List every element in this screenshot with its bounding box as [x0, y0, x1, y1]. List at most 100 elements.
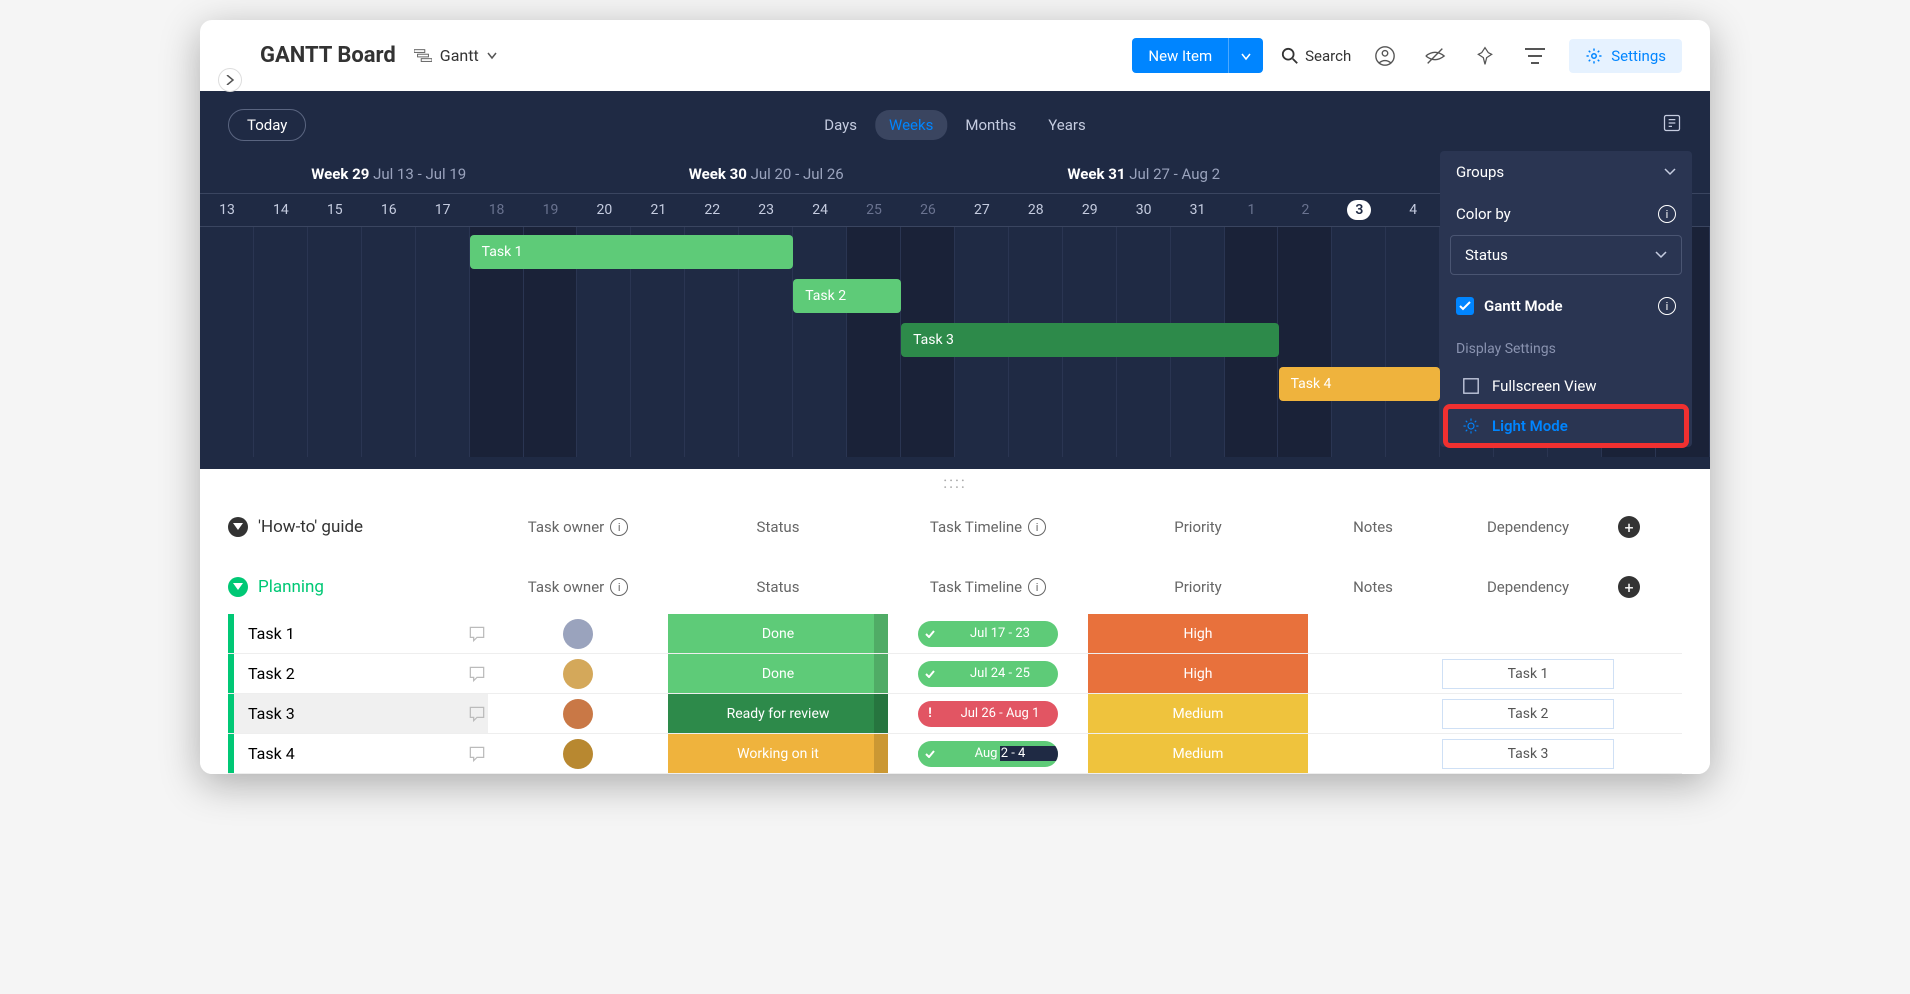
col-owner: Task owneri	[488, 518, 668, 536]
gantt-mode-checkbox[interactable]	[1456, 297, 1474, 315]
status-cell[interactable]: Done	[668, 614, 888, 653]
table-row[interactable]: Task 3 Ready for review !Jul 26 - Aug 1 Med…	[228, 694, 1682, 734]
scale-tab-months[interactable]: Months	[951, 110, 1030, 140]
owner-cell[interactable]	[488, 659, 668, 689]
task-name: Task 3	[248, 704, 295, 723]
day-cell: 14	[254, 202, 308, 218]
day-cell: 30	[1117, 202, 1171, 218]
fullscreen-button[interactable]: Fullscreen View	[1446, 367, 1686, 405]
color-by-label: Color by	[1456, 205, 1511, 223]
settings-button[interactable]: Settings	[1569, 39, 1682, 73]
task-name-cell[interactable]: Task 3	[228, 694, 488, 733]
priority-cell[interactable]: Medium	[1088, 694, 1308, 733]
task-name-cell[interactable]: Task 4	[228, 734, 488, 773]
groups-row[interactable]: Groups	[1440, 151, 1692, 193]
section-planning-toggle[interactable]: Planning	[228, 577, 488, 597]
status-cell[interactable]: Done	[668, 654, 888, 693]
resize-handle[interactable]: ::::	[200, 469, 1710, 496]
top-header: GANTT Board Gantt New Item Search	[200, 20, 1710, 91]
info-icon[interactable]: i	[1658, 205, 1676, 223]
gantt-area: Today DaysWeeksMonthsYears Week 29 Jul 1…	[200, 91, 1710, 469]
info-icon[interactable]: i	[610, 518, 628, 536]
comment-icon[interactable]	[466, 704, 488, 724]
comment-icon[interactable]	[466, 624, 488, 644]
view-selector[interactable]: Gantt	[414, 46, 497, 65]
comment-icon[interactable]	[466, 744, 488, 764]
new-item-label[interactable]: New Item	[1132, 39, 1228, 73]
section-howto-header: 'How-to' guide Task owneri Status Task T…	[228, 506, 1682, 548]
timeline-pill: Aug 2 - 4	[918, 741, 1058, 767]
gantt-mode-row[interactable]: Gantt Mode i	[1440, 285, 1692, 327]
light-mode-label: Light Mode	[1492, 417, 1568, 435]
timeline-cell[interactable]: !Jul 26 - Aug 1	[888, 701, 1088, 727]
hide-icon[interactable]	[1419, 40, 1451, 72]
gantt-bar[interactable]: Task 2	[793, 279, 901, 313]
gantt-bar[interactable]: Task 4	[1279, 367, 1441, 401]
col-dependency: Dependency	[1438, 518, 1618, 536]
new-item-dropdown[interactable]	[1228, 38, 1263, 73]
gantt-icon	[414, 49, 432, 63]
info-icon[interactable]: i	[1028, 518, 1046, 536]
timeline-pill: !Jul 26 - Aug 1	[918, 701, 1058, 727]
gantt-bar[interactable]: Task 3	[901, 323, 1279, 357]
search-label: Search	[1305, 47, 1351, 65]
priority-cell[interactable]: High	[1088, 654, 1308, 693]
day-cell: 31	[1171, 202, 1225, 218]
owner-cell[interactable]	[488, 619, 668, 649]
board-title: GANTT Board	[260, 43, 396, 68]
table-area: 'How-to' guide Task owneri Status Task T…	[200, 496, 1710, 774]
timeline-cell[interactable]: Jul 24 - 25	[888, 661, 1088, 687]
pin-icon[interactable]	[1469, 40, 1501, 72]
col-priority: Priority	[1088, 518, 1308, 536]
table-row[interactable]: Task 4 Working on it Aug 2 - 4 Medium Task 3	[228, 734, 1682, 774]
day-cell: 1	[1225, 202, 1279, 218]
info-icon[interactable]: i	[1658, 297, 1676, 315]
color-by-row: Color by i	[1440, 193, 1692, 235]
add-column-button[interactable]: +	[1618, 516, 1640, 538]
status-cell[interactable]: Working on it	[668, 734, 888, 773]
sun-icon	[1462, 417, 1480, 435]
info-icon[interactable]: i	[1028, 578, 1046, 596]
scale-tab-days[interactable]: Days	[810, 110, 871, 140]
gear-icon	[1585, 47, 1603, 65]
gantt-bar[interactable]: Task 1	[470, 235, 794, 269]
col-notes: Notes	[1308, 578, 1438, 596]
status-label: Working on it	[737, 746, 819, 762]
scale-tabs: DaysWeeksMonthsYears	[810, 110, 1099, 140]
dependency-cell[interactable]: Task 3	[1442, 739, 1614, 769]
caret-down-icon	[228, 577, 248, 597]
comment-icon[interactable]	[466, 664, 488, 684]
dependency-cell[interactable]: Task 1	[1442, 659, 1614, 689]
search-button[interactable]: Search	[1281, 47, 1351, 65]
color-by-select[interactable]: Status	[1450, 235, 1682, 275]
new-item-button[interactable]: New Item	[1132, 38, 1263, 73]
priority-cell[interactable]: High	[1088, 614, 1308, 653]
day-cell: 27	[955, 202, 1009, 218]
task-name-cell[interactable]: Task 1	[228, 614, 488, 653]
filter-icon[interactable]	[1519, 40, 1551, 72]
table-row[interactable]: Task 1 DoneJul 17 - 23High	[228, 614, 1682, 654]
col-timeline: Task Timelinei	[888, 578, 1088, 596]
col-timeline: Task Timelinei	[888, 518, 1088, 536]
dependency-cell[interactable]: Task 2	[1442, 699, 1614, 729]
person-icon[interactable]	[1369, 40, 1401, 72]
info-icon[interactable]: i	[610, 578, 628, 596]
scale-tab-years[interactable]: Years	[1034, 110, 1099, 140]
owner-cell[interactable]	[488, 699, 668, 729]
scale-tab-weeks[interactable]: Weeks	[875, 110, 947, 140]
timeline-cell[interactable]: Jul 17 - 23	[888, 621, 1088, 647]
expand-sidebar-button[interactable]	[218, 68, 242, 92]
light-mode-button[interactable]: Light Mode	[1446, 407, 1686, 445]
status-cell[interactable]: Ready for review	[668, 694, 888, 733]
col-notes: Notes	[1308, 518, 1438, 536]
timeline-cell[interactable]: Aug 2 - 4	[888, 741, 1088, 767]
priority-cell[interactable]: Medium	[1088, 734, 1308, 773]
task-name-cell[interactable]: Task 2	[228, 654, 488, 693]
owner-cell[interactable]	[488, 739, 668, 769]
table-row[interactable]: Task 2 DoneJul 24 - 25High Task 1	[228, 654, 1682, 694]
avatar	[563, 699, 593, 729]
add-column-button[interactable]: +	[1618, 576, 1640, 598]
today-button[interactable]: Today	[228, 109, 306, 141]
export-icon[interactable]	[1662, 113, 1682, 137]
section-howto-toggle[interactable]: 'How-to' guide	[228, 517, 488, 537]
